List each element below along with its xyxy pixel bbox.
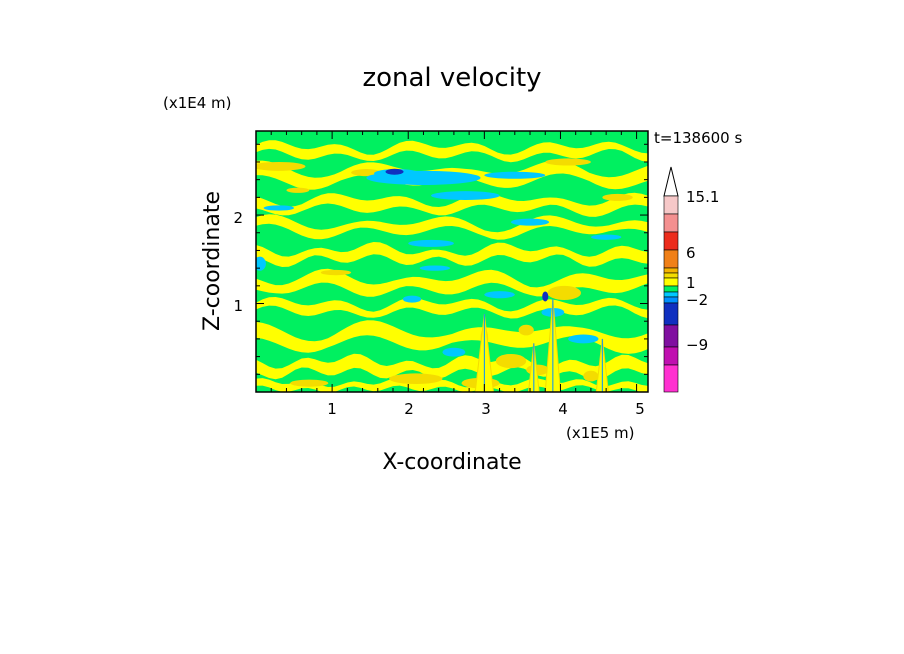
field-contour-cyan (431, 191, 500, 201)
colorbar-label: −2 (686, 291, 708, 309)
colorbar-label: −9 (686, 336, 708, 354)
field-contour-orange (495, 353, 527, 369)
field-contour-cyan (419, 265, 451, 271)
colorbar (663, 166, 679, 393)
field-contour-yellow (256, 297, 648, 319)
field-contour-yellow (256, 192, 648, 217)
field-contour-orange (602, 193, 633, 201)
velocity-field (256, 131, 648, 392)
field-contour-orange (286, 187, 310, 193)
field-contour-cyan (263, 205, 295, 211)
field-contour-cyan (256, 256, 266, 271)
colorbar-step (663, 364, 679, 393)
chart-title: zonal velocity (362, 63, 541, 93)
field-contour-orange (547, 285, 582, 300)
colorbar-step (663, 285, 679, 293)
colorbar-step (663, 277, 679, 287)
colorbar-step (663, 291, 679, 298)
colorbar-step (663, 249, 679, 269)
field-contour-cyan (402, 295, 422, 303)
colorbar-label: 15.1 (686, 188, 719, 206)
field-contour-yellow (256, 140, 648, 163)
field-contour-yellow (256, 242, 648, 267)
x-tick-label: 2 (404, 400, 414, 418)
colorbar-step (663, 324, 679, 348)
y-axis-title: Z-coordinate (200, 191, 225, 331)
y-tick-labels: 1 2 (233, 209, 243, 315)
colorbar-triangle (663, 166, 679, 197)
field-contour-orange (320, 269, 352, 276)
colorbar-step (663, 267, 679, 274)
x-tick-label: 5 (635, 400, 645, 418)
field-contour-cyan (568, 334, 599, 344)
x-tick-label: 3 (481, 400, 491, 418)
colorbar-step (663, 296, 679, 304)
field-contour-cyan (510, 218, 550, 226)
axis-ticks (256, 131, 648, 392)
y-tick-label: 2 (233, 209, 243, 227)
field-contour-blue (542, 291, 549, 302)
colorbar-step (663, 272, 679, 279)
colorbar-labels: 15.1 6 1 −2 −9 (686, 188, 719, 354)
colorbar-step (663, 213, 679, 233)
field-contour-orange (389, 373, 443, 385)
field-contour-cyan (484, 291, 515, 299)
field-contour-cyan (408, 239, 454, 247)
x-tick-labels: 1 2 3 4 5 (327, 400, 645, 418)
field-contour-orange (545, 158, 591, 166)
colorbar-step (663, 302, 679, 326)
x-tick-label: 4 (558, 400, 568, 418)
x-tick-label: 1 (327, 400, 337, 418)
field-contour-orange (290, 379, 329, 387)
field-contour-cyan (484, 171, 546, 179)
field-contour-blue (385, 168, 404, 175)
x-unit-label: (x1E5 m) (566, 424, 635, 442)
plot-frame (255, 130, 649, 393)
field-contour-orange (583, 370, 599, 382)
colorbar-label: 6 (686, 244, 696, 262)
field-contour-yellow (256, 214, 648, 240)
x-axis-title: X-coordinate (382, 450, 521, 475)
field-contour-cyan (590, 234, 622, 240)
y-unit-label: (x1E4 m) (163, 94, 232, 112)
y-tick-label: 1 (233, 297, 243, 315)
field-contour-orange (518, 324, 534, 336)
colorbar-step (663, 231, 679, 251)
field-contour-cyan (442, 347, 466, 357)
colorbar-step (663, 346, 679, 366)
colorbar-step (663, 195, 679, 215)
time-label: t=138600 s (654, 129, 742, 147)
colorbar-label: 1 (686, 274, 696, 292)
field-contour-orange (351, 169, 382, 177)
field-contour-orange (256, 161, 306, 171)
